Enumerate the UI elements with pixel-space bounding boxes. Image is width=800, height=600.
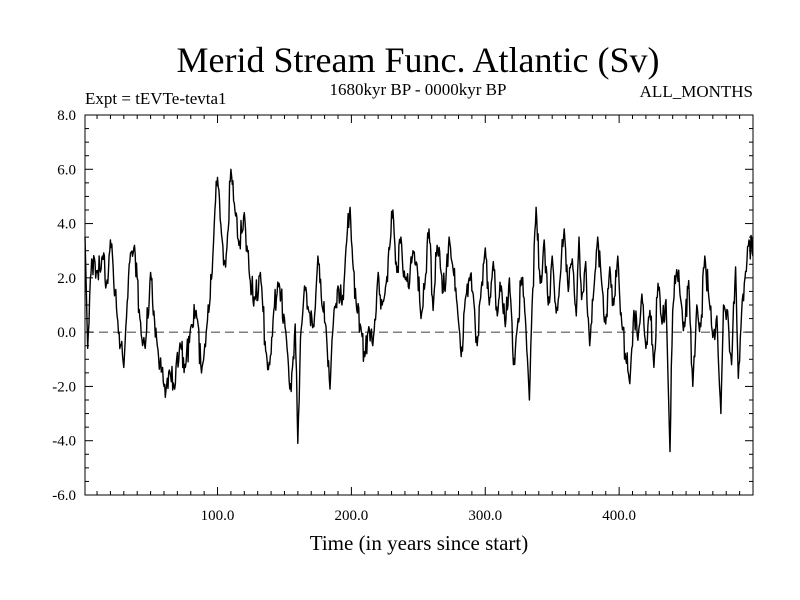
x-tick-label: 100.0 bbox=[201, 508, 235, 524]
time-range-label: 1680kyr BP - 0000kyr BP bbox=[330, 80, 507, 99]
x-axis-label: Time (in years since start) bbox=[310, 531, 529, 555]
y-tick-label: 0.0 bbox=[57, 325, 76, 341]
months-label: ALL_MONTHS bbox=[640, 82, 753, 101]
experiment-label: Expt = tEVTe-tevta1 bbox=[85, 89, 227, 108]
y-tick-label: 6.0 bbox=[57, 162, 76, 178]
y-tick-label: 4.0 bbox=[57, 217, 76, 233]
x-tick-label: 300.0 bbox=[468, 508, 502, 524]
x-tick-label: 200.0 bbox=[335, 508, 369, 524]
y-tick-label: -2.0 bbox=[52, 379, 76, 395]
y-tick-label: 8.0 bbox=[57, 108, 76, 124]
series-line-stream-function bbox=[84, 168, 754, 453]
chart-title: Merid Stream Func. Atlantic (Sv) bbox=[177, 40, 660, 80]
y-tick-label: -6.0 bbox=[52, 488, 76, 504]
y-axis: -6.0 -4.0 -2.0 0.0 2.0 4.0 6.0 8.0 bbox=[52, 108, 753, 504]
x-axis: 100.0 200.0 300.0 400.0 bbox=[96, 115, 741, 524]
plot-frame bbox=[84, 114, 754, 496]
y-tick-label: 2.0 bbox=[57, 271, 76, 287]
x-tick-label: 400.0 bbox=[602, 508, 636, 524]
y-tick-label: -4.0 bbox=[52, 434, 76, 450]
